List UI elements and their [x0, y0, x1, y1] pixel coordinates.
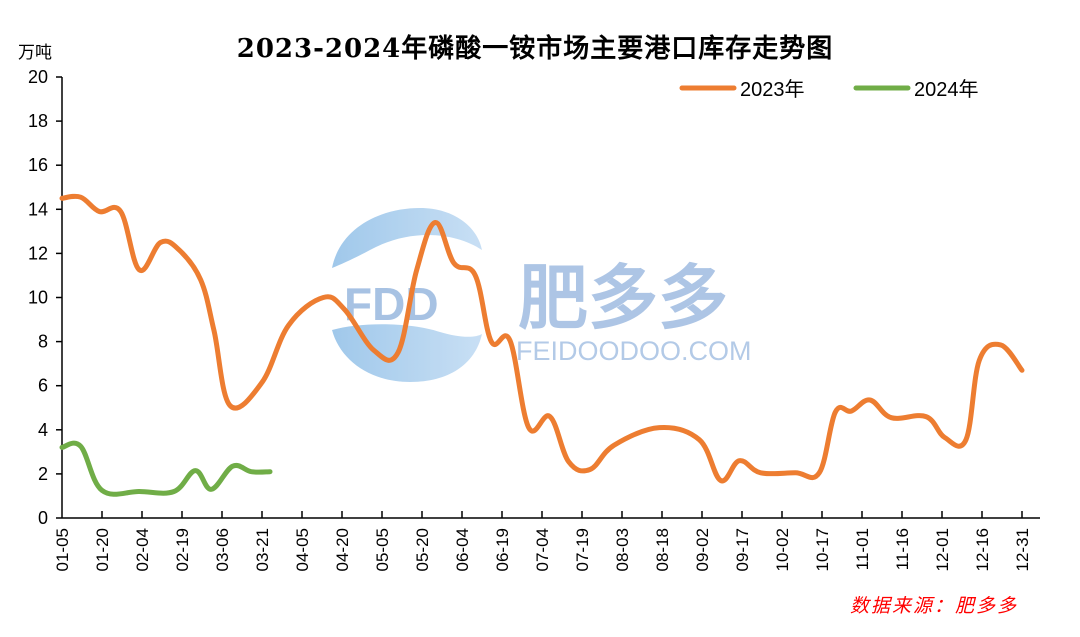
- y-tick-label: 20: [28, 67, 48, 87]
- watermark-globe-top-icon: [332, 208, 482, 268]
- x-tick-label: 01-05: [53, 528, 72, 571]
- y-tick-label: 8: [38, 332, 48, 352]
- x-tick-label: 10-17: [813, 528, 832, 571]
- x-tick-label: 06-19: [493, 528, 512, 571]
- y-tick-label: 16: [28, 155, 48, 175]
- legend: 2023年 2024年: [679, 78, 979, 101]
- data-source-note: 数据来源：肥多多: [850, 595, 1019, 617]
- y-tick-label: 10: [28, 288, 48, 308]
- x-tick-label: 04-20: [333, 528, 352, 571]
- x-tick-label: 08-18: [653, 528, 672, 571]
- x-tick-label: 02-04: [133, 528, 152, 571]
- legend-label: 2023年: [740, 78, 805, 101]
- watermark-brand-url: FEIDOODOO.COM: [516, 336, 752, 366]
- x-tick-label: 03-06: [213, 528, 232, 571]
- x-tick-label: 08-03: [613, 528, 632, 571]
- x-tick-label: 04-05: [293, 528, 312, 571]
- legend-label: 2024年: [914, 78, 979, 101]
- x-tick-label: 11-16: [893, 528, 912, 570]
- x-axis-ticks: 01-05 01-20 02-04 02-19 03-06 03-21 04-05 04-20…: [53, 511, 1032, 571]
- x-tick-label: 02-19: [173, 528, 192, 571]
- x-tick-label: 01-20: [93, 528, 112, 571]
- y-tick-label: 18: [28, 111, 48, 131]
- y-axis-ticks: 0 2 4 6 8 10 12 14 16 18 20: [28, 67, 62, 528]
- series-2024-line: [59, 440, 273, 497]
- y-axis-unit-label: 万吨: [18, 43, 52, 63]
- y-tick-label: 12: [28, 243, 48, 263]
- x-tick-label: 09-02: [693, 528, 712, 571]
- data-series: [59, 193, 1025, 497]
- y-tick-label: 2: [38, 464, 48, 484]
- y-tick-label: 6: [38, 376, 48, 396]
- watermark-logo: FDD 肥多多 FEIDOODOO.COM: [332, 208, 752, 382]
- y-tick-label: 14: [28, 199, 48, 219]
- x-tick-label: 05-05: [373, 528, 392, 571]
- x-tick-label: 03-21: [253, 528, 272, 571]
- x-tick-label: 05-20: [413, 528, 432, 571]
- x-tick-label: 11-01: [853, 528, 872, 570]
- x-tick-label: 12-01: [933, 528, 952, 571]
- x-tick-label: 07-04: [533, 528, 552, 571]
- y-tick-label: 0: [38, 508, 48, 528]
- series-2023-line: [59, 193, 1025, 484]
- x-tick-label: 06-04: [453, 528, 472, 571]
- chart-title: 2023-2024年磷酸一铵市场主要港口库存走势图: [236, 34, 834, 64]
- x-tick-label: 07-19: [573, 528, 592, 571]
- x-tick-label: 09-17: [733, 528, 752, 571]
- watermark-fdd-text: FDD: [344, 278, 439, 330]
- x-tick-label: 12-31: [1013, 528, 1032, 571]
- watermark-brand-cn: 肥多多: [518, 257, 728, 339]
- x-tick-label: 10-02: [773, 528, 792, 571]
- watermark-globe-bottom-icon: [332, 324, 482, 382]
- y-tick-label: 4: [38, 420, 48, 440]
- x-tick-label: 12-16: [973, 528, 992, 571]
